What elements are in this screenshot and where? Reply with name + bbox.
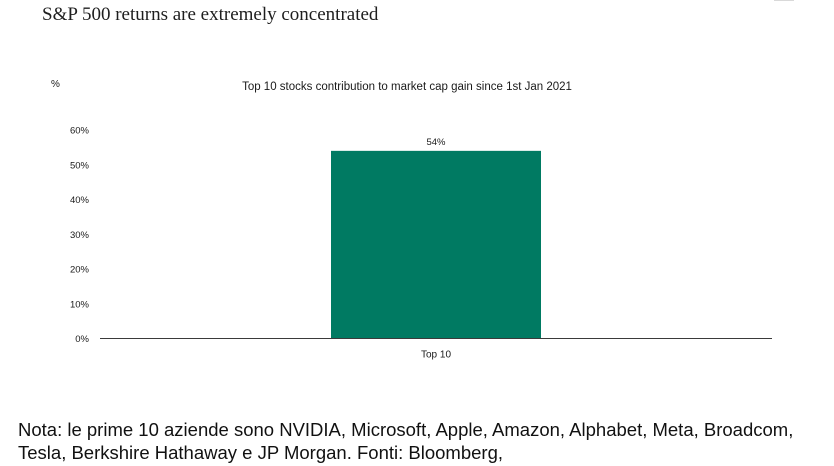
y-tick-label: 40%: [70, 195, 90, 206]
chart-title: Top 10 stocks contribution to market cap…: [242, 81, 572, 93]
y-tick-label: 50%: [70, 160, 90, 171]
footnote: Nota: le prime 10 aziende sono NVIDIA, M…: [18, 419, 794, 463]
bar-data-label: 54%: [426, 137, 446, 148]
y-axis-label: %: [51, 79, 60, 90]
page-title: S&P 500 returns are extremely concentrat…: [42, 4, 379, 25]
y-tick-label: 0%: [75, 334, 89, 345]
x-tick-label: Top 10: [421, 350, 451, 361]
bars: 54%: [331, 137, 541, 339]
y-tick-label: 20%: [70, 265, 90, 276]
x-axis-ticks: Top 10: [421, 350, 451, 361]
top-divider: [774, 0, 794, 1]
y-tick-label: 60%: [70, 126, 90, 137]
y-axis-ticks: 0% 10% 20% 30% 40% 50% 60%: [70, 126, 90, 346]
y-tick-label: 10%: [70, 299, 90, 310]
bar: [331, 150, 541, 339]
y-tick-label: 30%: [70, 230, 90, 241]
bar-chart: Top 10 stocks contribution to market cap…: [51, 79, 772, 361]
